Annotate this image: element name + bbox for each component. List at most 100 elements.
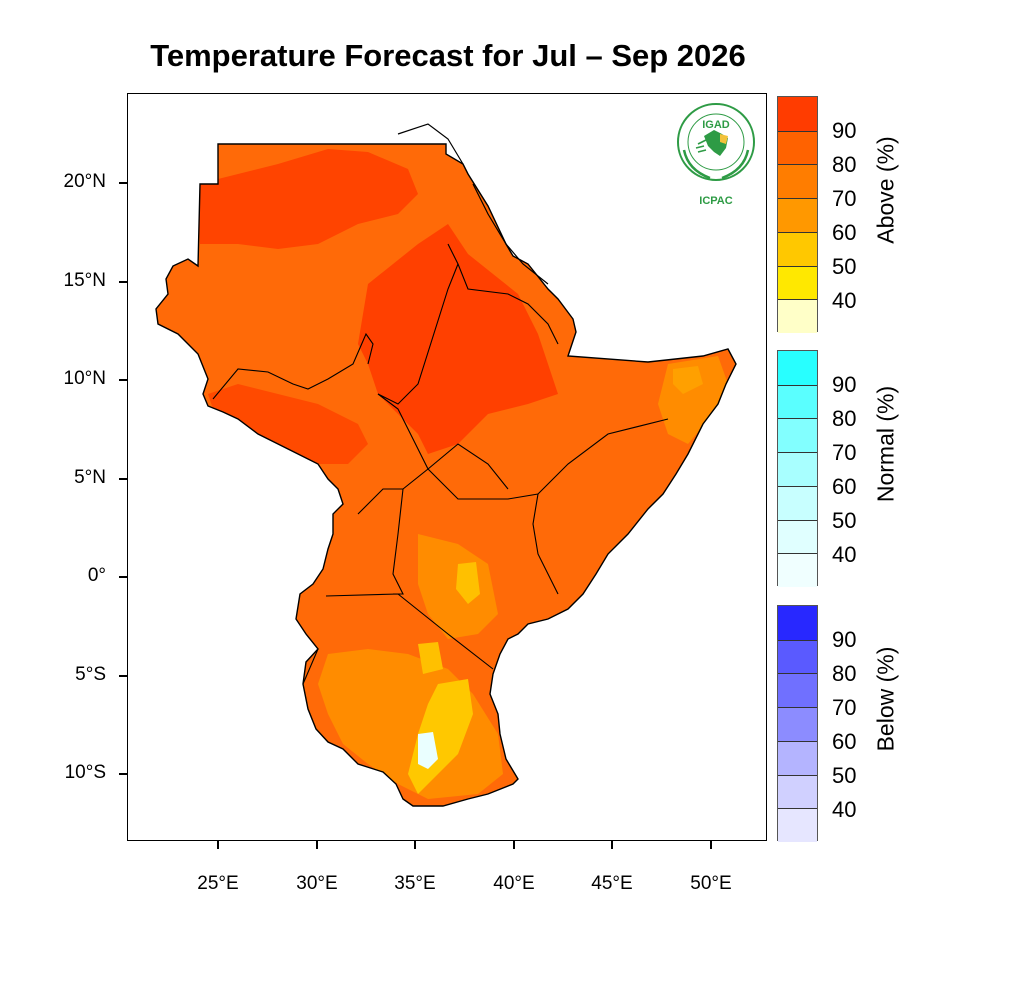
- legend-below-70: 70: [832, 695, 857, 720]
- legend-below-swatch: [778, 707, 817, 742]
- legend-normal-swatch: [778, 452, 817, 487]
- legend-normal-70: 70: [832, 440, 857, 465]
- legend-normal-divider: [778, 418, 817, 420]
- legend-above-swatch: [778, 198, 817, 233]
- legend-below-divider: [778, 639, 817, 641]
- legend-above-title: Above (%): [872, 136, 899, 244]
- legend-below-swatch: [778, 740, 817, 776]
- land-above-70-80: [156, 144, 736, 806]
- legend-normal-colorbar: [777, 350, 818, 588]
- legend-above-divider: [778, 164, 817, 166]
- legend-normal-divider: [778, 384, 817, 386]
- zone-normal-40: [418, 732, 438, 769]
- legend-normal-divider: [778, 485, 817, 487]
- lat-tick: [119, 182, 127, 184]
- legend-below-swatch: [778, 774, 817, 809]
- legend-above-divider: [778, 231, 817, 233]
- lat-tick: [119, 576, 127, 578]
- lat-tick: [119, 675, 127, 677]
- lat-label-0: 0°: [87, 565, 106, 586]
- legend-normal-swatch: [778, 351, 817, 386]
- lon-label-40e: 40°E: [493, 873, 535, 894]
- legend-below-divider: [778, 740, 817, 742]
- legend-above-swatch: [778, 164, 817, 199]
- legend-below-swatch: [778, 673, 817, 708]
- legend-below-divider: [778, 808, 817, 810]
- legend-below-divider: [778, 673, 817, 675]
- forecast-map: [155, 123, 737, 807]
- legend-normal-swatch: [778, 485, 817, 521]
- zone-above-50-60-a: [456, 562, 480, 604]
- legend-above-60: 60: [832, 220, 857, 245]
- lon-label-25e: 25°E: [197, 873, 239, 894]
- lat-label-5s: 5°S: [75, 664, 106, 685]
- legend-below-50: 50: [832, 763, 857, 788]
- legend-below-90: 90: [832, 627, 857, 652]
- legend-above-40: 40: [832, 288, 857, 313]
- legend-below-divider: [778, 774, 817, 776]
- zone-above-80-90-north: [198, 149, 418, 249]
- legend-below-40: 40: [832, 797, 857, 822]
- legend-normal-90: 90: [832, 372, 857, 397]
- legend-above-swatch: [778, 231, 817, 267]
- legend-normal-swatch: [778, 553, 817, 588]
- legend-normal-swatch: [778, 519, 817, 554]
- legend-below-divider: [778, 707, 817, 709]
- legend-normal-swatch: [778, 418, 817, 453]
- legend-normal-50: 50: [832, 508, 857, 533]
- coastline-eritrea: [397, 123, 549, 285]
- legend-above-swatch: [778, 130, 817, 165]
- lon-label-50e: 50°E: [690, 873, 732, 894]
- lon-label-45e: 45°E: [591, 873, 633, 894]
- lon-label-35e: 35°E: [394, 873, 436, 894]
- lat-label-10s: 10°S: [64, 762, 106, 783]
- lat-tick: [119, 281, 127, 283]
- map-title: Temperature Forecast for Jul – Sep 2026: [150, 38, 746, 73]
- legend-above-swatch: [778, 97, 817, 132]
- legend-below-colorbar: [777, 605, 818, 843]
- legend-normal-divider: [778, 519, 817, 521]
- lat-tick: [119, 773, 127, 775]
- legend-above-90: 90: [832, 118, 857, 143]
- legend-normal-80: 80: [832, 406, 857, 431]
- zone-above-50-60-b: [418, 642, 443, 674]
- lon-label-30e: 30°E: [296, 873, 338, 894]
- lon-tick: [611, 841, 613, 849]
- legend-below-swatch: [778, 808, 817, 843]
- legend-normal-swatch: [778, 384, 817, 419]
- zone-above-80-90-ethiopia: [358, 224, 558, 454]
- legend-normal-divider: [778, 452, 817, 454]
- legend-above-swatch: [778, 265, 817, 300]
- lon-tick: [217, 841, 219, 849]
- legend-below-swatch: [778, 606, 817, 641]
- lon-tick: [316, 841, 318, 849]
- lat-tick: [119, 478, 127, 480]
- country-borders: [212, 243, 669, 685]
- legend-above-50: 50: [832, 254, 857, 279]
- legend-above-divider: [778, 265, 817, 267]
- legend-normal-divider: [778, 553, 817, 555]
- legend-above-70: 70: [832, 186, 857, 211]
- legend-below-60: 60: [832, 729, 857, 754]
- lat-tick: [119, 379, 127, 381]
- legend-normal-60: 60: [832, 474, 857, 499]
- zone-above-60-70-small: [673, 366, 703, 394]
- lat-label-20n: 20°N: [63, 171, 106, 192]
- lat-label-10n: 10°N: [63, 368, 106, 389]
- legend-above-divider: [778, 130, 817, 132]
- legend-above-colorbar: [777, 96, 818, 334]
- lon-tick: [414, 841, 416, 849]
- logo-text-icpac: ICPAC: [699, 195, 732, 207]
- lat-label-15n: 15°N: [63, 270, 106, 291]
- lon-tick: [513, 841, 515, 849]
- legend-above-divider: [778, 299, 817, 301]
- legend-above-80: 80: [832, 152, 857, 177]
- lat-label-5n: 5°N: [74, 467, 106, 488]
- legend-below-swatch: [778, 639, 817, 674]
- igad-icpac-logo: IGAD ICPAC: [670, 100, 762, 212]
- legend-normal-title: Normal (%): [872, 385, 899, 503]
- lon-tick: [710, 841, 712, 849]
- logo-text-igad: IGAD: [702, 119, 730, 131]
- legend-above-divider: [778, 198, 817, 200]
- legend-above-swatch: [778, 299, 817, 334]
